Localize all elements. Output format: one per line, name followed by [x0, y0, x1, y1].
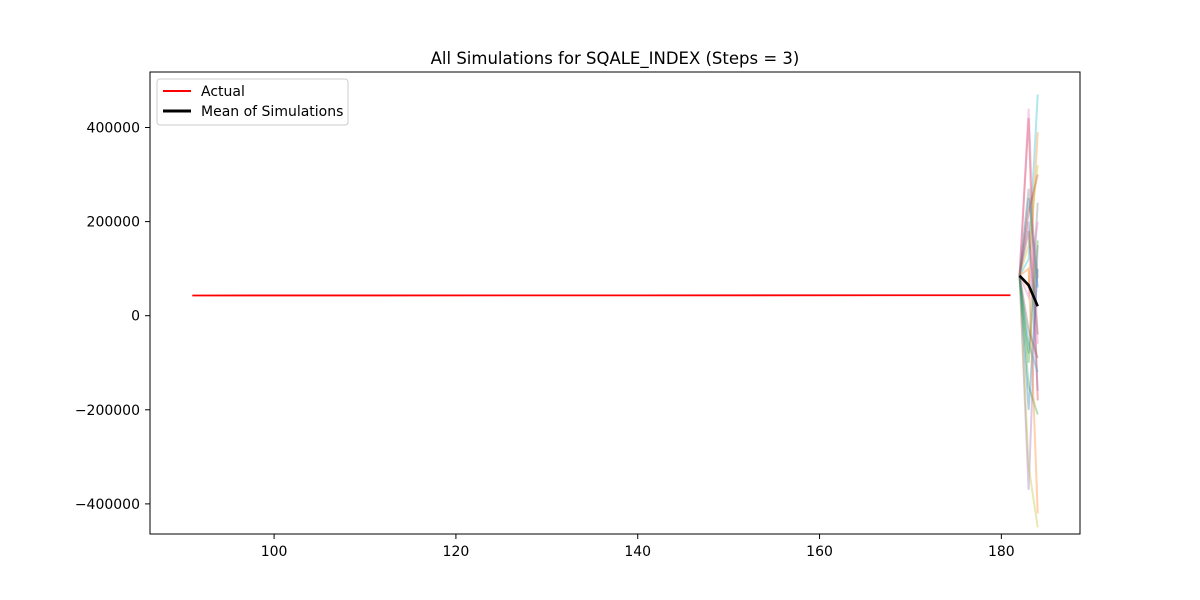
y-axis: −400000 −200000 0 200000 400000 [75, 121, 150, 513]
simulation-path-3 [1018, 245, 1039, 490]
simulation-path-10 [1018, 268, 1039, 410]
simulation-path-18 [1018, 275, 1039, 359]
simulation-path-9 [1018, 202, 1039, 354]
y-tick-label: 200000 [87, 215, 140, 231]
x-tick-label: 120 [443, 544, 470, 560]
simulation-path-14 [1018, 221, 1039, 392]
simulation-path-15 [1018, 240, 1039, 363]
simulation-layer [1018, 94, 1039, 528]
simulation-path-4 [1018, 275, 1039, 528]
simulation-path-11 [1018, 174, 1039, 276]
simulation-path-12 [1018, 275, 1039, 373]
simulation-path-16 [1018, 266, 1039, 514]
legend-box [156, 78, 349, 126]
plot-frame [149, 71, 1081, 535]
simulation-path-19 [1018, 188, 1039, 279]
simulation-path-7 [1018, 275, 1039, 415]
simulation-path-1 [1018, 108, 1039, 344]
simulation-path-2 [1018, 197, 1039, 288]
chart-title: All Simulations for SQALE_INDEX (Steps =… [431, 49, 800, 69]
simulation-path-17 [1018, 221, 1039, 301]
legend-label-actual: Actual [201, 84, 245, 100]
y-tick-label: 400000 [87, 121, 140, 137]
simulation-path-5 [1018, 94, 1039, 277]
x-tick-label: 160 [806, 544, 833, 560]
x-axis: 100 120 140 160 180 [261, 534, 1015, 560]
x-tick-label: 140 [624, 544, 651, 560]
simulation-path-0 [1018, 118, 1039, 401]
x-tick-label: 100 [261, 544, 288, 560]
plot-area [149, 71, 1081, 535]
y-tick-label: −200000 [75, 403, 140, 419]
simulation-path-13 [1018, 165, 1039, 276]
series-layer [192, 274, 1039, 307]
x-tick-label: 180 [988, 544, 1015, 560]
y-tick-label: −400000 [75, 497, 140, 513]
legend-label-mean: Mean of Simulations [201, 104, 343, 120]
series-mean-line [1018, 274, 1039, 307]
legend: Actual Mean of Simulations [156, 78, 349, 126]
y-tick-label: 0 [131, 309, 140, 325]
